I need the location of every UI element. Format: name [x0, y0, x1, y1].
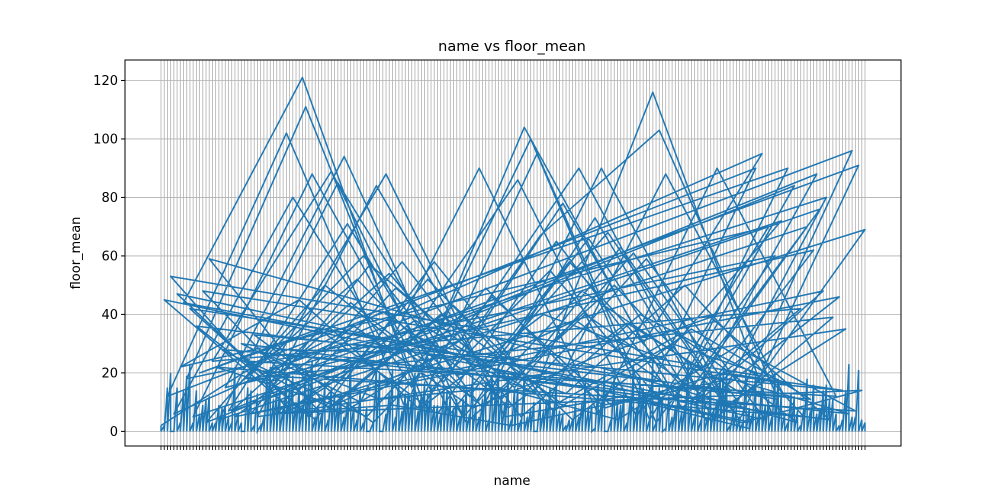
y-tick-label: 120 [93, 74, 118, 89]
y-tick-label: 40 [101, 308, 118, 323]
chart-title: name vs floor_mean [438, 39, 586, 55]
x-axis [160, 446, 866, 450]
y-tick-label: 100 [93, 132, 118, 147]
y-axis-label: floor_mean [69, 217, 84, 290]
y-tick-label: 20 [101, 366, 118, 381]
y-tick-label: 60 [101, 249, 118, 264]
series-layer [160, 76, 866, 435]
series-line-dense [160, 361, 866, 435]
y-tick-label: 0 [110, 425, 118, 440]
y-tick-label: 80 [101, 191, 118, 206]
y-axis: 0 20 40 60 80 100 120 [93, 74, 125, 440]
plot-frame [124, 59, 902, 447]
series-line [160, 76, 866, 430]
x-axis-label: name [494, 474, 531, 489]
